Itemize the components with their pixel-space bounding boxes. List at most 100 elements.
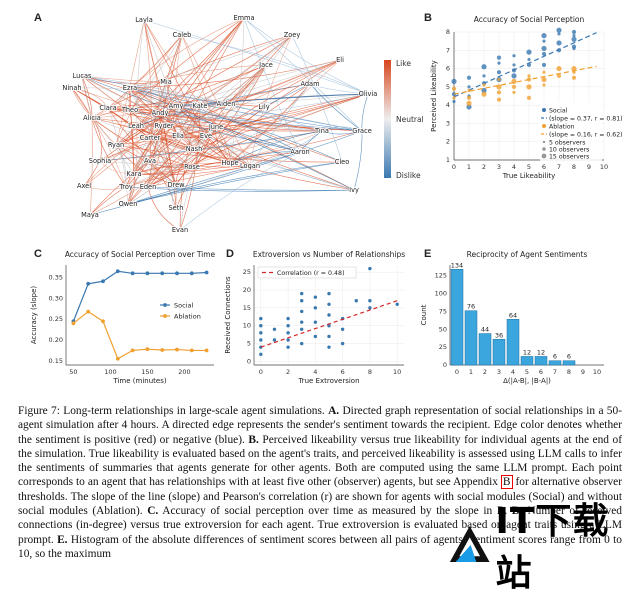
e-bar-8 [563,361,575,365]
node-ivy: Ivy [349,186,359,194]
e-data-label-8: 6 [567,353,571,361]
b-s0-point-22 [542,63,546,67]
c-series-0-point-7 [175,271,179,275]
b-legend-size-2: 15 observers [549,154,589,161]
d-point-36 [395,303,398,306]
b-s0-point-0 [452,100,455,103]
edge-247 [310,84,362,131]
b-s1-point-6 [482,83,485,86]
b-xlabel: True Likeability [502,172,556,180]
e-bar-1 [465,311,477,365]
watermark: IT下载站 [448,514,638,574]
d-point-5 [259,317,262,320]
e-ytick-1: 25 [439,343,447,351]
d-ytick-5: 25 [243,268,251,276]
e-xlabel: Δ(|A-B|, |B-A|) [503,377,551,385]
d-point-12 [286,317,289,320]
c-series-0-point-2 [101,279,105,283]
d-point-34 [368,299,371,302]
b-s1-point-5 [481,92,486,97]
c-series-1-point-3 [116,357,120,361]
d-point-27 [327,303,330,306]
b-s1-point-1 [452,87,456,91]
d-point-11 [286,324,289,327]
b-xtick-7: 7 [557,163,561,171]
e-bar-4 [507,319,519,365]
d-point-17 [300,299,303,302]
d-point-3 [259,331,262,334]
e-xtick-4: 4 [511,368,515,376]
d-xtick-0: 0 [259,368,263,376]
node-logan: Logan [240,162,260,170]
e-bar-3 [493,339,505,365]
b-ytick-2: 3 [446,119,450,127]
node-mia: Mia [160,78,172,86]
b-s1-point-16 [527,96,531,100]
d-point-7 [273,328,276,331]
c-legend-1: Ablation [174,313,201,321]
d-point-29 [341,342,344,345]
e-ytick-4: 100 [435,290,447,298]
d-xtick-4: 8 [368,368,372,376]
c-legend-marker-0 [163,303,167,307]
d-point-4 [259,324,262,327]
c-ylabel: Accuracy (slope) [30,286,38,345]
node-emma: Emma [233,14,254,22]
d-ytick-4: 20 [243,286,251,294]
b-s0-point-14 [511,73,516,78]
colorbar-like: Like [396,59,411,68]
b-s0-point-32 [541,33,546,38]
e-ytick-2: 50 [439,325,447,333]
c-series-0-point-4 [131,271,135,275]
c-series-1-point-2 [101,319,105,323]
b-s0-point-35 [481,64,486,69]
watermark-logo-icon [448,523,491,565]
e-bar-2 [479,334,491,365]
b-xtick-0: 0 [452,163,456,171]
b-s0-point-10 [497,70,501,74]
edge-265 [90,118,92,215]
b-legend-ablation-fit: (slope = 0.16, r = 0.62) [549,132,623,139]
c-series-1-point-8 [190,349,194,353]
node-seth: Seth [168,204,183,212]
c-series-1-point-0 [72,321,76,325]
node-clara: Clara [99,104,116,112]
e-data-label-3: 36 [495,331,503,339]
b-s1-point-12 [512,91,515,94]
b-xtick-6: 6 [542,163,546,171]
b-ytick-4: 5 [446,83,450,91]
b-s1-point-2 [466,101,471,106]
e-xtick-3: 3 [497,368,501,376]
b-s0-point-33 [512,63,515,66]
c-legend-marker-1 [163,314,167,318]
node-andy: Andy [152,109,169,117]
d-point-19 [314,335,317,338]
d-xtick-2: 4 [313,368,317,376]
b-s0-point-9 [482,74,485,77]
d-point-14 [300,328,303,331]
d-point-18 [300,292,303,295]
node-hope: Hope [221,159,238,167]
b-legend-social: Social [549,108,568,115]
node-ezra: Ezra [123,84,137,92]
node-grace: Grace [352,127,372,135]
b-xtick-5: 5 [527,163,531,171]
c-series-1-point-5 [146,347,150,351]
b-legend-size-1: 10 observers [549,147,589,154]
d-point-10 [286,331,289,334]
node-jace: Jace [258,61,273,69]
node-ella: Ella [172,132,184,140]
d-point-8 [286,345,289,348]
node-cleo: Cleo [335,158,350,166]
c-series-1-point-1 [86,310,90,314]
d-point-24 [327,335,330,338]
b-s1-point-10 [512,85,516,89]
d-point-15 [300,320,303,323]
d-point-28 [327,292,330,295]
node-sophia: Sophia [89,157,111,165]
b-legend-size-marker-0 [543,141,545,143]
e-data-label-5: 12 [523,348,531,356]
b-legend-social-fit: (slope = 0.37, r = 0.81) [549,116,623,123]
appendix-link[interactable]: B [501,475,513,489]
